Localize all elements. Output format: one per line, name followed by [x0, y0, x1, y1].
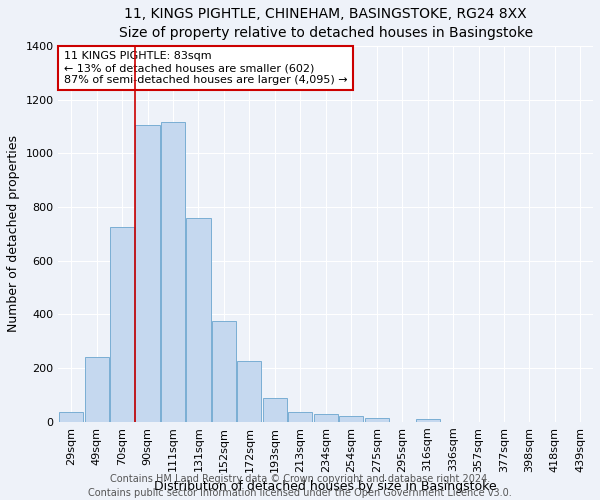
Bar: [161, 122, 185, 422]
Y-axis label: Number of detached properties: Number of detached properties: [7, 136, 20, 332]
Text: Contains HM Land Registry data © Crown copyright and database right 2024.
Contai: Contains HM Land Registry data © Crown c…: [88, 474, 512, 498]
Bar: [136, 125, 160, 422]
Bar: [416, 418, 440, 422]
Bar: [85, 358, 109, 422]
Bar: [110, 227, 134, 422]
Bar: [314, 414, 338, 422]
Bar: [288, 412, 313, 422]
Bar: [187, 218, 211, 422]
Bar: [263, 398, 287, 422]
Bar: [59, 412, 83, 422]
Bar: [365, 418, 389, 422]
Bar: [238, 360, 262, 422]
Bar: [212, 321, 236, 422]
X-axis label: Distribution of detached houses by size in Basingstoke: Distribution of detached houses by size …: [154, 480, 497, 493]
Title: 11, KINGS PIGHTLE, CHINEHAM, BASINGSTOKE, RG24 8XX
Size of property relative to : 11, KINGS PIGHTLE, CHINEHAM, BASINGSTOKE…: [119, 7, 533, 40]
Bar: [339, 416, 364, 422]
Text: 11 KINGS PIGHTLE: 83sqm
← 13% of detached houses are smaller (602)
87% of semi-d: 11 KINGS PIGHTLE: 83sqm ← 13% of detache…: [64, 52, 347, 84]
